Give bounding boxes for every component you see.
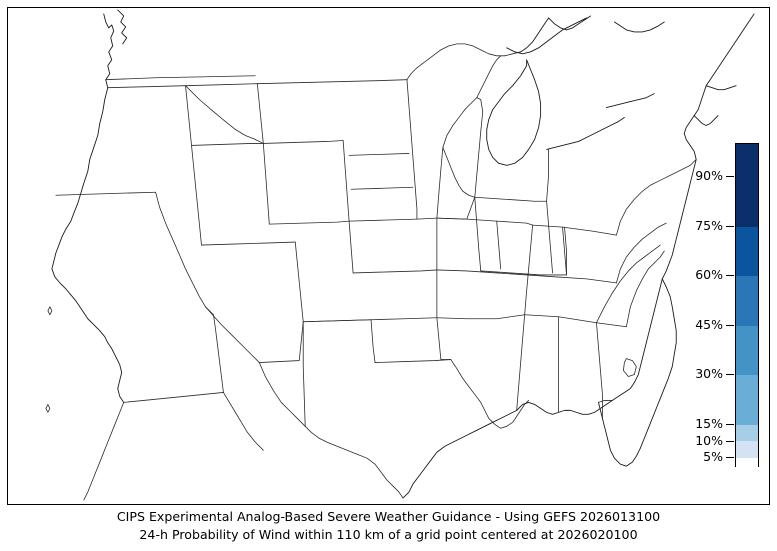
colorbar-band bbox=[736, 276, 758, 326]
colorbar-tick-label: 45% bbox=[695, 316, 723, 332]
title-line-2: 24-h Probability of Wind within 110 km o… bbox=[139, 527, 638, 542]
colorbar-tick bbox=[726, 440, 734, 442]
colorbar-band bbox=[736, 457, 758, 468]
colorbar-tick bbox=[726, 176, 734, 178]
colorbar-tick bbox=[726, 457, 734, 459]
colorbar-tick bbox=[726, 275, 734, 277]
colorbar-tick bbox=[726, 374, 734, 376]
colorbar-tick-label: 10% bbox=[695, 432, 723, 448]
colorbar-band bbox=[736, 441, 758, 458]
map-axes[interactable] bbox=[7, 7, 770, 505]
colorbar-band bbox=[736, 325, 758, 376]
colorbar-band bbox=[736, 144, 758, 227]
us-map-outline bbox=[8, 8, 769, 504]
colorbar-tick-label: 30% bbox=[695, 366, 723, 382]
colorbar-tick bbox=[726, 225, 734, 227]
colorbar-tick bbox=[726, 324, 734, 326]
title-block: CIPS Experimental Analog-Based Severe We… bbox=[0, 508, 777, 544]
colorbar-bands bbox=[735, 143, 759, 468]
colorbar-band bbox=[736, 424, 758, 442]
probability-colorbar[interactable]: 5% 10% 15% 30% 45% 60% 75% 90% bbox=[695, 143, 759, 468]
colorbar-band bbox=[736, 226, 758, 277]
colorbar-tick-label: 90% bbox=[695, 167, 723, 183]
colorbar-tick-label: 75% bbox=[695, 217, 723, 233]
colorbar-tick-label: 15% bbox=[695, 415, 723, 431]
title-line-1: CIPS Experimental Analog-Based Severe We… bbox=[116, 509, 661, 524]
colorbar-tick-label: 60% bbox=[695, 266, 723, 282]
colorbar-tick-label: 5% bbox=[703, 448, 723, 464]
colorbar-tick bbox=[726, 424, 734, 426]
colorbar-band bbox=[736, 375, 758, 425]
